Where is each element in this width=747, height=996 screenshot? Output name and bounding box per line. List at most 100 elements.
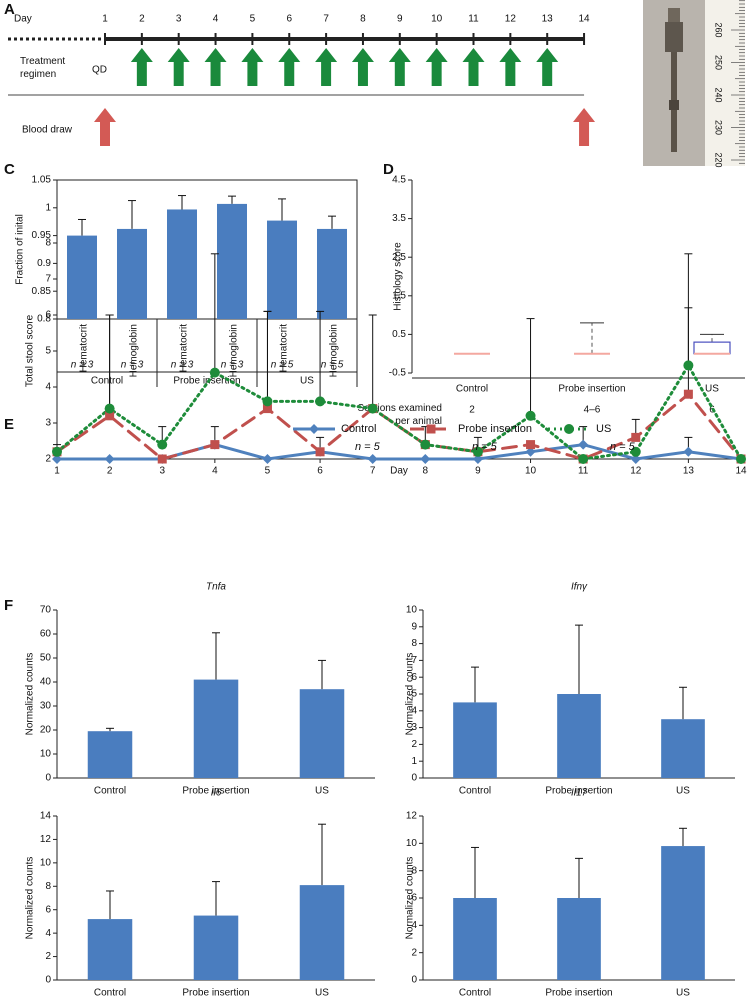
blood-label: Blood draw — [22, 125, 73, 136]
marker — [472, 446, 483, 457]
marker — [105, 411, 115, 421]
day-label: 12 — [505, 14, 517, 25]
y-tick-label: 4 — [45, 382, 51, 393]
marker — [210, 440, 220, 450]
n-label: n = 5 — [610, 441, 636, 453]
treatment-label-box: Treatment regimen — [20, 56, 66, 80]
y-tick-label: 50 — [40, 653, 52, 664]
treatment-arrow — [351, 48, 374, 86]
blood-arrow — [94, 108, 116, 146]
y-tick-label: -0.5 — [389, 368, 407, 379]
y-tick-label: 8 — [45, 881, 51, 892]
chart-title: Ifnγ — [571, 582, 588, 593]
ruler — [705, 0, 745, 166]
x-tick-label: 4 — [212, 466, 218, 477]
marker — [420, 454, 431, 464]
day-label: 2 — [139, 14, 145, 25]
box — [693, 341, 731, 355]
y-tick-label: 4 — [411, 705, 417, 716]
treatment-label: Treatment regimen — [20, 56, 66, 80]
y-tick-label: 0.95 — [32, 230, 52, 241]
day-label: 1 — [102, 14, 108, 25]
ruler-label: 230 — [714, 120, 724, 135]
y-tick-label: 70 — [40, 605, 52, 616]
legend-marker — [426, 424, 436, 434]
x-tick-label: 5 — [265, 466, 271, 477]
marker — [578, 439, 589, 450]
y-tick-label: 20 — [40, 725, 52, 736]
x-tick-label: Control — [456, 384, 488, 395]
y-tick-label: 6 — [45, 904, 51, 915]
y-tick-label: 7 — [45, 274, 51, 285]
y-tick-label: 3 — [45, 418, 51, 429]
y-tick-label: 1 — [45, 202, 51, 213]
marker — [472, 454, 483, 464]
marker — [52, 446, 62, 457]
legend-label: Probe insertion — [458, 423, 532, 435]
y-tick-label: 4 — [45, 928, 51, 939]
panel-label: F — [4, 597, 13, 614]
marker — [683, 389, 693, 399]
y-tick-label: 0.9 — [37, 258, 51, 269]
marker — [525, 446, 536, 457]
panel-label: A — [4, 1, 15, 18]
bar — [217, 203, 247, 319]
bar — [453, 702, 497, 778]
x-tick-label: 3 — [159, 466, 165, 477]
day-label: 9 — [397, 14, 403, 25]
n-label: n = 5 — [355, 441, 381, 453]
bar — [267, 220, 297, 319]
legend-marker — [564, 424, 574, 434]
y-tick-label: 0 — [411, 975, 417, 986]
day-label: 7 — [323, 14, 329, 25]
x-tick-label: US — [705, 384, 719, 395]
y-tick-label: 10 — [40, 749, 52, 760]
legend-label: Control — [341, 423, 376, 435]
marker — [630, 454, 641, 464]
bar — [117, 228, 147, 319]
day-label: 11 — [468, 14, 479, 25]
treatment-arrow — [425, 48, 448, 86]
x-tick-label: Hemoglobin — [229, 324, 240, 377]
ruler-label: 220 — [714, 152, 724, 167]
probe-head — [665, 22, 683, 52]
y-tick-label: 8 — [411, 638, 417, 649]
day-label: 4 — [213, 14, 219, 25]
n-label: n = 3 — [121, 360, 144, 371]
y-axis-label: Histology score — [393, 242, 404, 311]
treatment-arrow — [388, 48, 411, 86]
y-tick-label: 30 — [40, 701, 52, 712]
probe-collar — [669, 100, 679, 110]
frequency: QD — [92, 65, 107, 76]
chart-title: Il17 — [571, 788, 588, 799]
marker — [367, 403, 378, 414]
y-tick-label: 2 — [411, 739, 417, 750]
marker — [157, 439, 168, 450]
marker — [630, 446, 641, 457]
x-tick-label: Hematocrit — [179, 324, 190, 373]
x-tick-label: 9 — [475, 466, 481, 477]
y-tick-label: 0 — [411, 773, 417, 784]
marker — [262, 396, 273, 407]
y-axis-label: Normalized counts — [25, 857, 36, 940]
bar — [167, 209, 197, 319]
x-tick-label: 14 — [735, 466, 747, 477]
x-tick-label: 2 — [107, 466, 113, 477]
day-label: 3 — [176, 14, 182, 25]
treatment-arrow — [462, 48, 485, 86]
treatment-arrow — [204, 48, 227, 86]
y-tick-label: 10 — [406, 605, 418, 616]
x-tick-label: US — [315, 988, 329, 996]
n-label: n = 5 — [321, 360, 344, 371]
n-label: n = 5 — [472, 441, 498, 453]
y-tick-label: 4.5 — [392, 175, 406, 186]
y-tick-label: 1 — [411, 756, 417, 767]
y-axis-label: Normalized counts — [405, 653, 416, 736]
marker — [262, 404, 272, 414]
y-axis-label: Fraction of inital — [15, 214, 26, 285]
y-tick-label: 2 — [45, 951, 51, 962]
treatment-arrow — [278, 48, 301, 86]
x-tick-label: 6 — [317, 466, 323, 477]
x-tick-label: Control — [94, 786, 126, 797]
ruler-label: 250 — [714, 55, 724, 70]
